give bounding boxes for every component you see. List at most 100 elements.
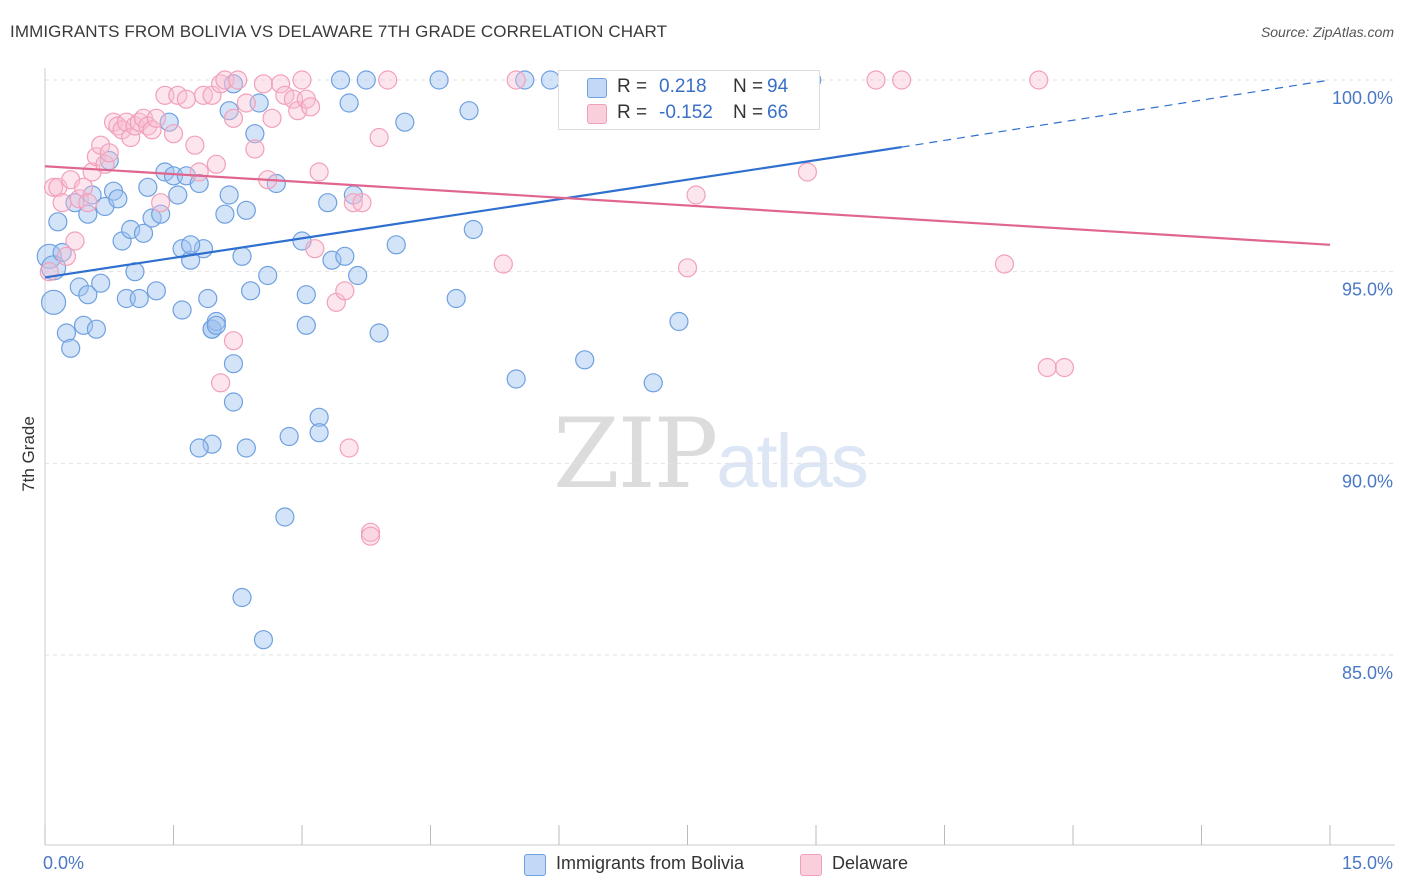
y-tick-label: 85.0%	[1342, 663, 1393, 683]
point-bolivia	[133, 223, 154, 243]
point-delaware	[797, 162, 818, 182]
point-bolivia	[108, 189, 128, 209]
point-bolivia	[189, 438, 209, 458]
point-delaware	[56, 246, 77, 266]
point-bolivia	[189, 173, 209, 194]
x-tick-label: 0.0%	[43, 853, 84, 873]
point-delaware	[360, 526, 381, 546]
point-bolivia	[253, 630, 274, 650]
point-bolivia	[232, 246, 252, 266]
point-delaware	[262, 108, 282, 128]
legend-n-label: N =	[733, 76, 764, 97]
point-delaware	[686, 185, 706, 205]
point-bolivia	[168, 185, 188, 205]
point-bolivia	[129, 288, 149, 309]
point-delaware	[270, 74, 291, 94]
point-bolivia	[40, 289, 67, 315]
axes	[44, 68, 1395, 846]
point-delaware	[52, 193, 72, 213]
legend-swatch-pink	[587, 104, 607, 124]
point-bolivia	[215, 204, 235, 224]
point-delaware	[245, 139, 265, 159]
data-points	[36, 70, 1075, 650]
point-delaware	[163, 124, 184, 144]
trend-lines	[44, 79, 1331, 279]
point-bolivia	[279, 426, 299, 447]
point-bolivia	[296, 315, 316, 335]
point-bolivia	[309, 423, 329, 443]
point-delaware	[305, 239, 325, 259]
legend-n-value: 94	[767, 76, 789, 97]
watermark: ZIPatlas	[553, 398, 869, 510]
point-bolivia	[296, 285, 316, 305]
point-delaware	[39, 262, 59, 282]
legend-r-label: R =	[617, 76, 648, 97]
point-bolivia	[356, 70, 376, 90]
point-bolivia	[232, 587, 252, 608]
point-delaware	[189, 162, 209, 182]
point-bolivia	[146, 281, 166, 301]
point-bolivia	[48, 212, 68, 232]
point-bolivia	[78, 285, 98, 305]
point-bolivia	[121, 219, 141, 240]
point-delaware	[292, 70, 312, 90]
point-delaware	[211, 373, 231, 393]
point-bolivia	[669, 311, 689, 332]
point-bolivia	[202, 434, 222, 454]
point-bolivia	[223, 354, 244, 374]
point-delaware	[142, 120, 162, 140]
point-bolivia	[386, 235, 406, 255]
point-delaware	[176, 89, 196, 109]
point-bolivia	[245, 124, 265, 144]
point-delaware	[300, 97, 321, 117]
point-bolivia	[318, 193, 338, 213]
point-bolivia	[198, 288, 218, 309]
point-bolivia	[506, 369, 526, 389]
point-delaware	[335, 281, 355, 301]
point-delaware	[866, 70, 886, 90]
legend-label-delaware: Delaware	[832, 853, 909, 873]
point-bolivia	[446, 288, 466, 309]
source-label: Source: ZipAtlas.com	[1260, 24, 1394, 40]
point-bolivia	[463, 219, 483, 240]
point-bolivia	[395, 112, 415, 132]
point-delaware	[493, 254, 513, 274]
point-delaware	[369, 127, 389, 148]
point-delaware	[1029, 70, 1049, 90]
point-delaware	[151, 193, 171, 213]
point-bolivia	[275, 507, 295, 527]
point-delaware	[206, 154, 226, 174]
point-delaware	[78, 193, 98, 213]
point-bolivia	[540, 70, 561, 90]
point-bolivia	[309, 407, 329, 427]
legend-swatch-blue	[524, 854, 546, 876]
point-bolivia	[335, 246, 355, 266]
point-delaware	[309, 162, 329, 182]
point-delaware	[677, 258, 698, 278]
point-bolivia	[73, 315, 94, 335]
point-delaware	[146, 108, 166, 128]
point-delaware	[994, 254, 1015, 274]
point-delaware	[236, 93, 256, 113]
point-delaware	[892, 70, 912, 90]
watermark-atlas: atlas	[716, 419, 869, 504]
trend-line-bolivia-extension	[901, 79, 1331, 148]
y-tick-label: 90.0%	[1342, 471, 1393, 491]
legend-n-value: 66	[767, 102, 789, 123]
point-delaware	[378, 70, 398, 90]
legend-r-label: R =	[617, 102, 648, 123]
point-bolivia	[330, 70, 351, 90]
point-delaware	[185, 135, 205, 155]
y-tick-label: 95.0%	[1342, 280, 1393, 300]
point-bolivia	[151, 204, 171, 224]
watermark-zip: ZIP	[553, 398, 718, 510]
legend-row-bolivia: R = 0.218 N = 94	[559, 75, 819, 101]
point-bolivia	[219, 185, 239, 205]
point-bolivia	[322, 250, 342, 270]
point-bolivia	[91, 273, 111, 293]
point-delaware	[43, 177, 64, 197]
trend-line-delaware	[44, 165, 1331, 246]
point-delaware	[339, 438, 359, 458]
point-bolivia	[223, 392, 244, 412]
point-bolivia	[172, 300, 192, 320]
